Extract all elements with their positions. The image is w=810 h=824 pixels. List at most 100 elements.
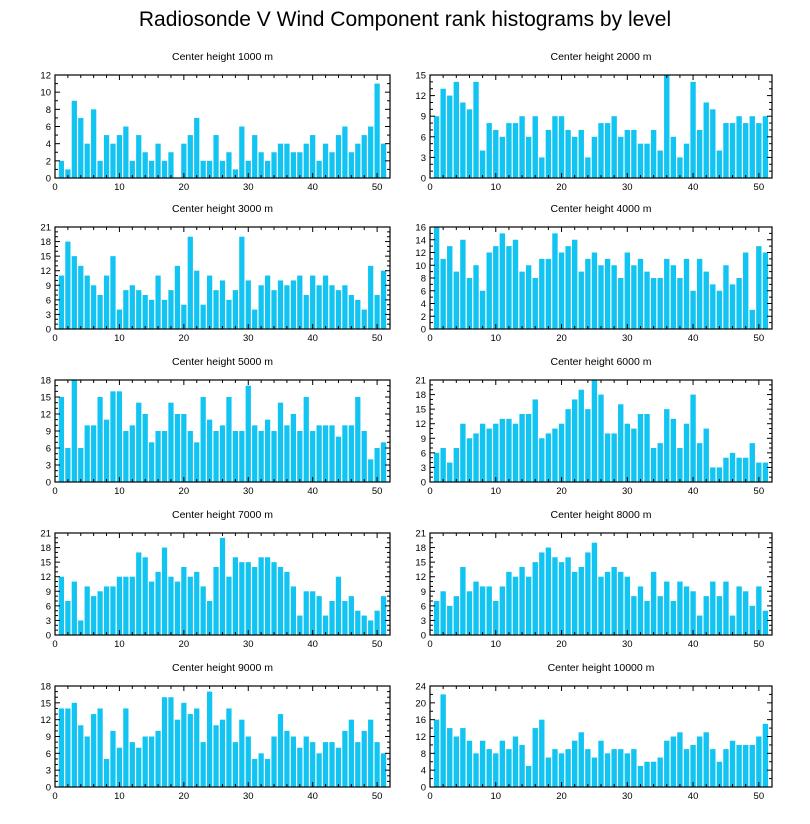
bar bbox=[316, 425, 322, 482]
bar bbox=[181, 702, 187, 787]
bar bbox=[194, 708, 200, 787]
bar bbox=[696, 443, 703, 482]
bar bbox=[650, 761, 657, 787]
bar bbox=[690, 744, 696, 787]
y-tick-label: 15 bbox=[415, 71, 426, 82]
bar bbox=[78, 265, 84, 329]
bar bbox=[232, 290, 239, 329]
bar bbox=[519, 567, 525, 635]
y-tick-label: 18 bbox=[415, 543, 426, 554]
bar bbox=[264, 557, 271, 635]
bar bbox=[181, 143, 187, 178]
bar bbox=[252, 309, 258, 329]
bar bbox=[380, 442, 387, 482]
bar bbox=[618, 136, 624, 178]
bar bbox=[342, 601, 348, 635]
bar bbox=[123, 290, 129, 329]
bar bbox=[264, 758, 271, 787]
bar bbox=[116, 747, 123, 787]
bar bbox=[123, 708, 129, 787]
bar bbox=[226, 708, 232, 787]
bar bbox=[525, 136, 532, 178]
x-tick-label: 0 bbox=[427, 639, 432, 650]
bar bbox=[624, 753, 630, 787]
bar bbox=[316, 596, 322, 635]
bar bbox=[512, 576, 519, 635]
bar bbox=[136, 552, 142, 635]
y-tick-label: 18 bbox=[40, 376, 51, 387]
bar bbox=[683, 258, 690, 329]
y-tick-label: 21 bbox=[40, 223, 51, 234]
bar bbox=[232, 431, 239, 482]
y-tick-label: 12 bbox=[415, 732, 426, 743]
bar bbox=[664, 409, 670, 482]
bar bbox=[637, 765, 644, 787]
bar bbox=[598, 740, 604, 787]
x-tick-label: 40 bbox=[307, 486, 318, 497]
bar bbox=[657, 150, 663, 178]
bar bbox=[258, 152, 264, 178]
y-tick-label: 9 bbox=[46, 732, 51, 743]
bar bbox=[539, 258, 545, 329]
bar bbox=[91, 285, 97, 329]
bar bbox=[637, 414, 644, 482]
bar bbox=[329, 742, 335, 787]
bar bbox=[368, 620, 374, 635]
bar bbox=[565, 749, 571, 787]
bar bbox=[219, 537, 226, 635]
bar bbox=[525, 265, 532, 329]
bar bbox=[226, 299, 232, 329]
bar bbox=[572, 136, 578, 178]
bar bbox=[552, 233, 558, 329]
bar bbox=[136, 747, 142, 787]
bar bbox=[677, 448, 683, 482]
bar bbox=[129, 425, 135, 482]
bar bbox=[58, 160, 65, 178]
bar bbox=[187, 576, 193, 635]
panel-title: Center height 6000 m bbox=[551, 356, 652, 368]
bar bbox=[239, 126, 245, 178]
bar bbox=[664, 258, 670, 329]
bar bbox=[277, 402, 284, 482]
bar bbox=[565, 557, 571, 635]
panel-title: Center height 5000 m bbox=[172, 356, 273, 368]
bar bbox=[142, 736, 148, 787]
bar bbox=[499, 233, 506, 329]
bar bbox=[232, 742, 239, 787]
bar bbox=[598, 123, 604, 178]
x-tick-label: 50 bbox=[372, 182, 383, 193]
bar bbox=[297, 275, 303, 329]
bar bbox=[499, 586, 506, 635]
bar bbox=[716, 596, 723, 635]
bar bbox=[644, 271, 650, 329]
bar bbox=[453, 271, 459, 329]
bar bbox=[532, 278, 538, 329]
bar bbox=[762, 723, 769, 787]
bar bbox=[670, 418, 677, 482]
y-tick-label: 15 bbox=[40, 558, 51, 569]
bar bbox=[116, 309, 123, 329]
x-tick-label: 20 bbox=[179, 333, 190, 344]
x-tick-label: 20 bbox=[556, 486, 567, 497]
x-tick-label: 10 bbox=[114, 639, 125, 650]
figure-title: Radiosonde V Wind Component rank histogr… bbox=[138, 8, 672, 31]
bar bbox=[558, 562, 565, 635]
bar bbox=[355, 299, 361, 329]
bar bbox=[65, 708, 71, 787]
bar bbox=[161, 431, 168, 482]
bar bbox=[322, 143, 329, 178]
bar bbox=[624, 252, 630, 329]
bar bbox=[440, 448, 446, 482]
x-tick-label: 40 bbox=[688, 791, 699, 802]
bar bbox=[277, 567, 284, 635]
bar bbox=[245, 562, 251, 635]
bar bbox=[664, 75, 670, 178]
bar bbox=[532, 562, 538, 635]
bar bbox=[539, 719, 545, 787]
bar bbox=[493, 753, 499, 787]
bar bbox=[585, 157, 591, 178]
bar bbox=[123, 576, 129, 635]
x-tick-label: 0 bbox=[52, 791, 57, 802]
y-tick-label: 21 bbox=[415, 376, 426, 387]
bar bbox=[460, 728, 466, 787]
